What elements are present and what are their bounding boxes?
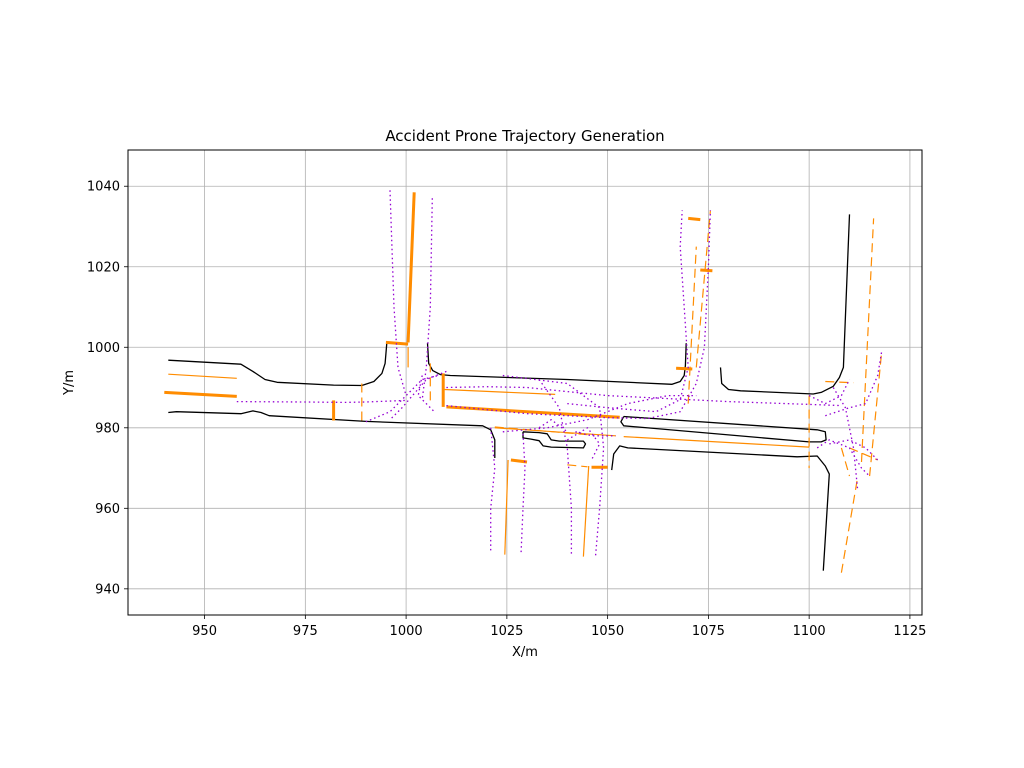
lane-dashed-line	[567, 464, 588, 468]
x-tick-label: 975	[293, 624, 318, 639]
trajectory-line	[816, 439, 871, 477]
x-tick-label: 1025	[490, 624, 523, 639]
lane-highlight-line	[688, 216, 701, 222]
lane-dashed-line	[860, 218, 875, 463]
trajectory-line	[808, 379, 851, 405]
road-boundary-line	[522, 431, 587, 449]
y-tick-label: 980	[95, 421, 120, 436]
road-boundary-line	[168, 410, 496, 458]
lane-centerline	[168, 373, 237, 379]
trajectory-line	[538, 419, 568, 433]
lane-dashed-line	[849, 447, 878, 461]
lane-centerline	[623, 436, 810, 448]
lane-dashed-line	[869, 351, 883, 477]
trajectory-line	[365, 374, 439, 423]
lane-highlight-line	[406, 192, 416, 343]
trajectory-line	[236, 399, 407, 404]
chart-title: Accident Prone Trajectory Generation	[385, 127, 664, 145]
plot-layer	[164, 190, 883, 573]
lane-highlight-line	[164, 390, 237, 398]
y-tick-label: 1020	[87, 260, 120, 275]
lane-highlight-line	[700, 268, 713, 273]
lane-dashed-line	[840, 447, 851, 477]
axes-frame	[127, 149, 923, 616]
lane-dashed-line	[825, 380, 854, 384]
trajectory-line	[502, 374, 605, 557]
road-boundary-line	[611, 445, 830, 571]
trajectory-line	[829, 439, 879, 461]
x-tick-label: 1000	[390, 624, 423, 639]
trajectory-line	[502, 394, 697, 433]
lane-highlight-line	[446, 405, 620, 419]
lane-centerline	[504, 459, 509, 555]
x-tick-label: 1075	[692, 624, 725, 639]
trajectory-line	[575, 431, 616, 437]
road-boundary-line	[168, 343, 388, 387]
y-tick-label: 1000	[87, 341, 120, 356]
x-axis-label: X/m	[512, 645, 538, 660]
road-boundary-line	[620, 415, 827, 443]
lane-dashed-line	[494, 426, 588, 436]
y-axis-label: Y/m	[62, 370, 77, 396]
lane-dashed-line	[840, 477, 859, 573]
road-boundary-line	[719, 214, 851, 395]
x-tick-label: 950	[192, 624, 217, 639]
trajectory-line	[446, 210, 712, 420]
x-tick-label: 1100	[793, 624, 826, 639]
lane-dashed-line	[695, 210, 711, 368]
road-boundary-line	[426, 343, 687, 385]
lane-centerline	[582, 465, 590, 557]
trajectory-line	[520, 433, 526, 555]
lane-dashed-line	[687, 246, 697, 404]
y-tick-label: 940	[95, 582, 120, 597]
tick-layer: 950 975 1000 1025 1050 1075 1100 1125 940 960 980 1…	[87, 180, 927, 639]
y-tick-label: 1040	[87, 180, 120, 195]
x-tick-label: 1125	[893, 624, 926, 639]
trajectory-line	[421, 198, 433, 400]
trajectory-line	[538, 379, 573, 557]
lane-centerline	[444, 388, 556, 395]
y-tick-label: 960	[95, 502, 120, 517]
x-tick-label: 1050	[591, 624, 624, 639]
